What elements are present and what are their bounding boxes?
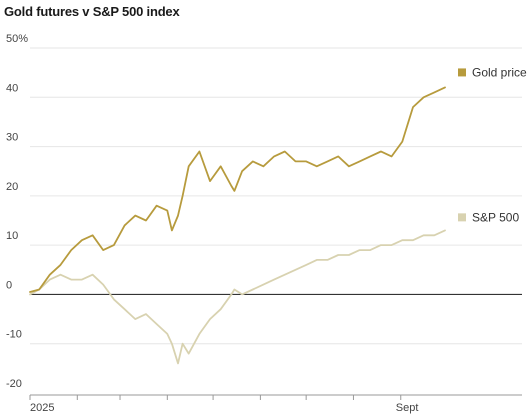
y-tick-label: -20 [6, 378, 22, 390]
chart-title: Gold futures v S&P 500 index [4, 4, 180, 19]
legend-swatch [458, 213, 466, 222]
series-lines [29, 86, 446, 365]
x-tick-label: Sept [396, 402, 419, 414]
legend-label: Gold price [472, 65, 527, 79]
y-tick-label: -10 [6, 329, 22, 341]
series-line-sp500 [29, 229, 446, 365]
y-tick-label: 50% [6, 33, 28, 45]
gridlines [30, 47, 522, 345]
legend-swatch [458, 68, 466, 77]
y-tick-label: 30 [6, 132, 18, 144]
y-tick-label: 20 [6, 181, 18, 193]
x-axis: 2025 Sept [29, 394, 522, 414]
y-tick-label: 40 [6, 82, 18, 94]
x-tick-label: 2025 [30, 402, 54, 414]
y-tick-label: 10 [6, 230, 18, 242]
y-axis-tick-labels: 50% 40 30 20 10 0 -10 -20 [6, 33, 28, 390]
series-line-gold [29, 86, 446, 293]
legend-label: S&P 500 [472, 210, 519, 224]
legend: S&P 500 Gold price [458, 65, 527, 224]
y-tick-label: 0 [6, 279, 12, 291]
